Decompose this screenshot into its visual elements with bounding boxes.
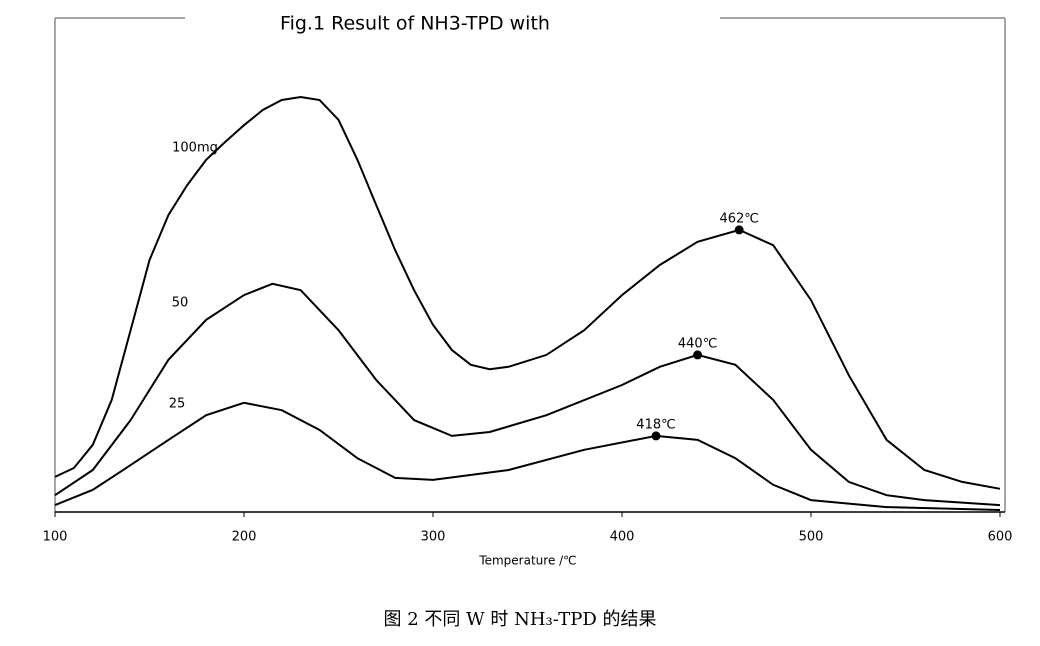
data-line: [54, 95, 1001, 490]
data-line: [54, 401, 1001, 511]
peak-label: 440℃: [678, 336, 717, 351]
x-tick-label: 300: [421, 530, 446, 545]
peak-label: 462℃: [719, 211, 758, 226]
series-label: 25: [169, 397, 186, 412]
peak-marker: [734, 225, 744, 235]
series-label: 50: [172, 296, 189, 311]
peak-marker: [651, 431, 661, 441]
peak-label: 418℃: [636, 417, 675, 432]
data-line: [54, 282, 1001, 507]
peak-marker: [693, 350, 703, 360]
x-axis-label: Temperature /℃: [478, 554, 576, 568]
x-tick-label: 400: [610, 530, 635, 545]
x-tick-label: 500: [799, 530, 824, 545]
x-tick-label: 600: [988, 530, 1013, 545]
x-tick-label: 200: [232, 530, 257, 545]
chart-title: Fig.1 Result of NH3-TPD with: [280, 13, 550, 35]
series-label: 100mg: [172, 141, 218, 156]
caption: 图 2 不同 W 时 NH₃-TPD 的结果: [384, 609, 657, 630]
x-tick-label: 100: [43, 530, 68, 545]
